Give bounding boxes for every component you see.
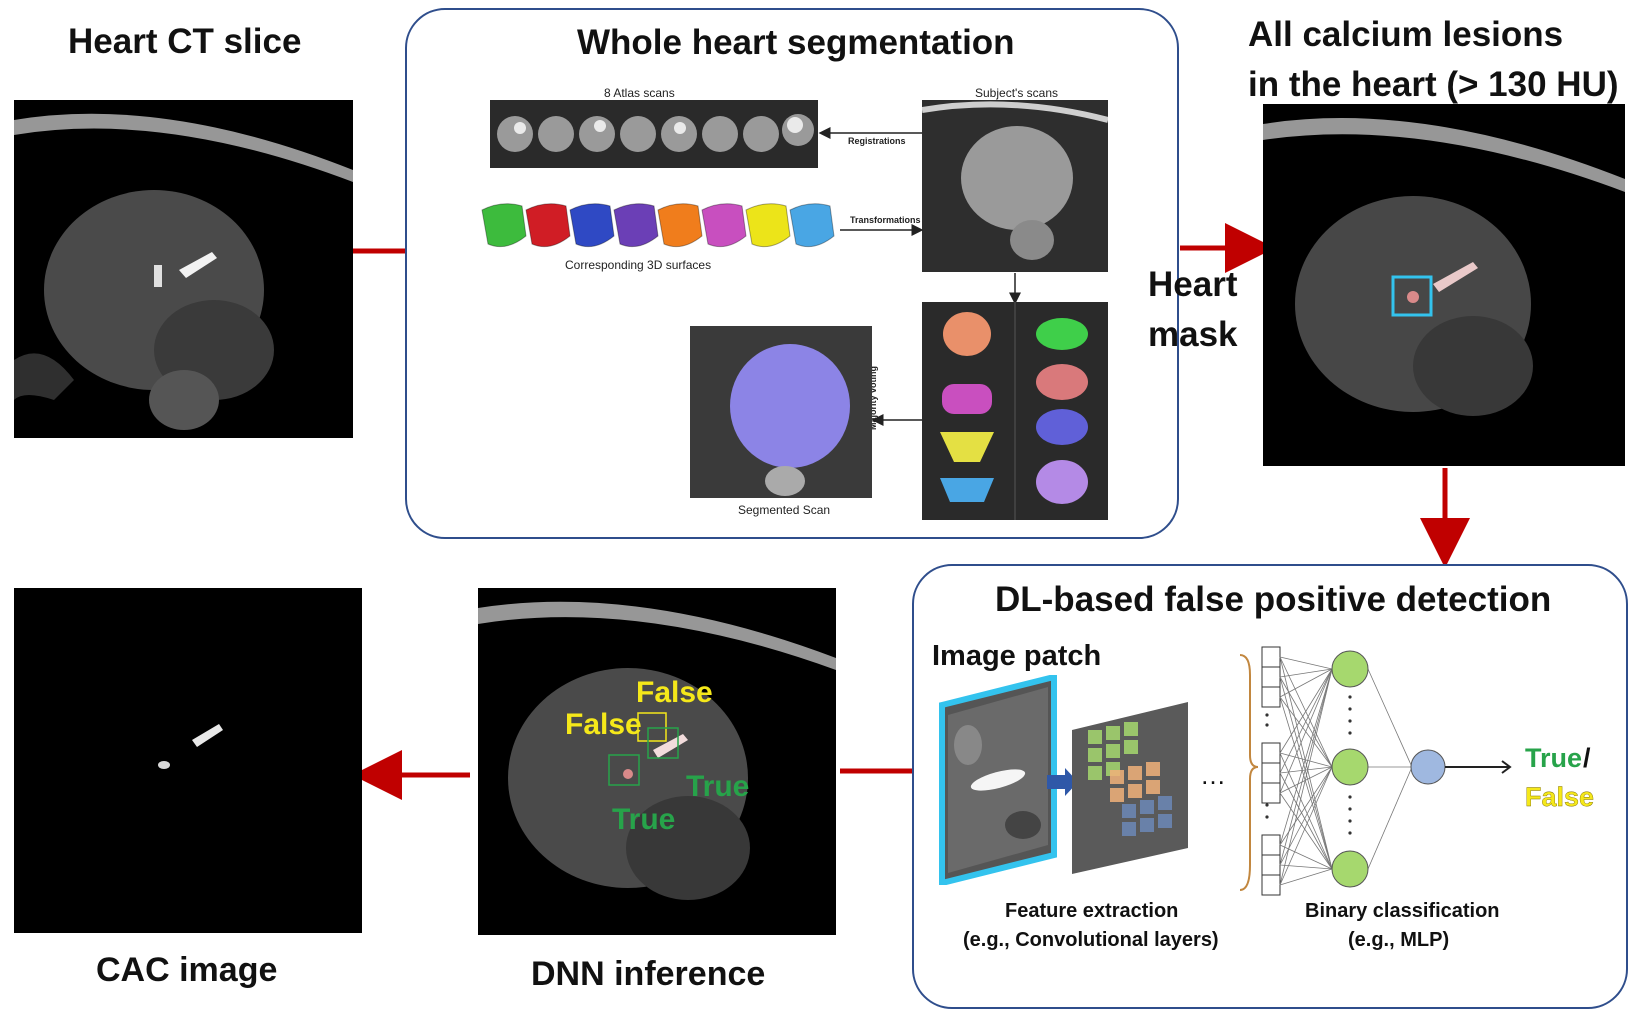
heart-ct-title: Heart CT slice xyxy=(68,22,302,61)
output-false: False xyxy=(1525,782,1595,812)
surface-2 xyxy=(525,203,571,248)
calcium-lesions-image xyxy=(1263,104,1625,466)
heart-mask-label-line1: Heart xyxy=(1148,265,1238,304)
dnn-label-false-lower: False xyxy=(565,708,642,741)
atlas-label-grid xyxy=(922,302,1108,520)
transformations-label: Transformations xyxy=(850,215,921,225)
feature-extraction-example: (e.g., Convolutional layers) xyxy=(963,929,1219,951)
hidden-node xyxy=(1331,650,1369,688)
registrations-label: Registrations xyxy=(848,136,906,146)
segmented-scan-label: Segmented Scan xyxy=(738,503,831,517)
input-cell xyxy=(1261,782,1281,804)
mlp-network xyxy=(1238,645,1518,905)
surface-5 xyxy=(657,203,703,248)
surface-7 xyxy=(745,203,791,248)
dnn-label-false-upper: False xyxy=(636,676,713,709)
heart-mask-label-line2: mask xyxy=(1148,315,1238,354)
hidden-node xyxy=(1331,748,1369,786)
binary-classification-label: Binary classification xyxy=(1305,900,1500,922)
input-cell xyxy=(1261,854,1281,876)
surface-1 xyxy=(481,203,527,248)
dnn-label-true-right: True xyxy=(686,770,750,803)
atlas-scans-strip xyxy=(490,100,818,168)
dnn-label-true-left: True xyxy=(612,803,676,836)
input-cell xyxy=(1261,742,1281,764)
heart-ct-image xyxy=(14,100,353,438)
cac-image-caption: CAC image xyxy=(96,951,278,989)
dnn-inference-caption: DNN inference xyxy=(531,955,766,993)
feature-maps xyxy=(1070,700,1190,875)
whole-heart-title: Whole heart segmentation xyxy=(577,23,1015,62)
feature-extraction-label: Feature extraction xyxy=(1005,900,1179,922)
input-cell xyxy=(1261,762,1281,784)
dl-fp-title: DL-based false positive detection xyxy=(995,580,1552,619)
corresponding-3d-surfaces xyxy=(478,200,863,260)
output-true: True xyxy=(1525,743,1583,773)
corresponding-surfaces-label: Corresponding 3D surfaces xyxy=(565,258,712,272)
input-cell xyxy=(1261,666,1281,688)
output-node xyxy=(1410,749,1446,785)
surface-3 xyxy=(569,203,615,248)
output-slash: / xyxy=(1583,743,1591,773)
dnn-inference-image xyxy=(478,588,836,935)
subject-scan-image xyxy=(922,100,1108,272)
subject-scans-label: Subject's scans xyxy=(975,86,1058,100)
cac-image xyxy=(14,588,362,933)
feature-ellipsis: … xyxy=(1200,760,1226,790)
atlas-scans-label: 8 Atlas scans xyxy=(604,86,675,100)
input-cell xyxy=(1261,834,1281,856)
input-cell xyxy=(1261,686,1281,708)
binary-classification-example: (e.g., MLP) xyxy=(1348,929,1450,951)
input-cell xyxy=(1261,646,1281,668)
all-calcium-title-line2: in the heart (> 130 HU) xyxy=(1248,65,1619,104)
surface-8 xyxy=(789,203,835,248)
hidden-node xyxy=(1331,850,1369,888)
surface-6 xyxy=(701,203,747,248)
image-patch-label: Image patch xyxy=(932,640,1102,672)
surface-4 xyxy=(613,203,659,248)
image-patch xyxy=(938,675,1058,885)
all-calcium-title-line1: All calcium lesions xyxy=(1248,15,1564,54)
input-cell xyxy=(1261,874,1281,896)
segmented-scan-image xyxy=(690,326,872,498)
